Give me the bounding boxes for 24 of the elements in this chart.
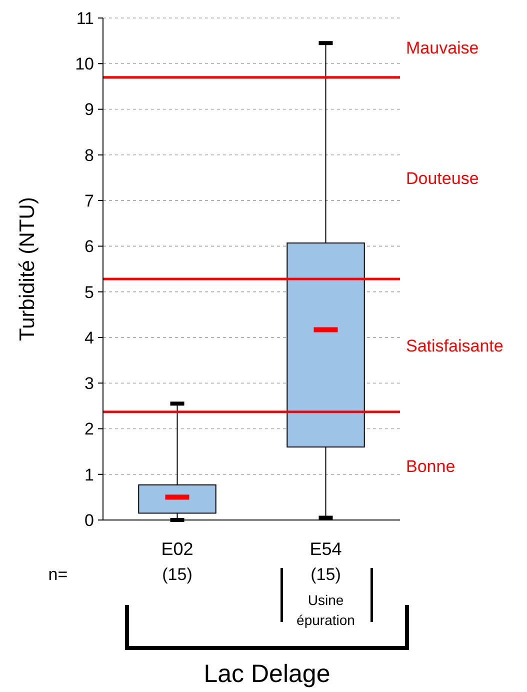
y-tick-label: 0	[84, 510, 94, 530]
y-tick-label: 6	[84, 237, 94, 256]
text: Satisfaisante	[406, 336, 504, 356]
text: Bonne	[406, 456, 456, 476]
text: Mauvaise	[406, 38, 479, 58]
y-tick-label: 5	[84, 282, 94, 302]
y-tick-label: 9	[84, 100, 94, 120]
y-tick-label: 11	[76, 8, 94, 28]
y-tick-label: 4	[84, 328, 94, 348]
x-axis-title: Lac Delage	[204, 660, 330, 688]
text: (15)	[162, 565, 192, 584]
text: n=	[48, 565, 68, 584]
y-tick-label: 1	[84, 465, 94, 484]
y-tick-label: 7	[84, 191, 94, 210]
y-tick-label: 10	[75, 54, 94, 74]
y-axis-title: Turbidité (NTU)	[16, 197, 39, 341]
y-tick-label: 3	[84, 374, 94, 394]
text: Usine épuration	[296, 592, 355, 628]
y-tick-label: 8	[84, 146, 94, 165]
text: Douteuse	[406, 169, 479, 188]
x-tick-label: E54	[310, 539, 342, 559]
x-tick-label: E02	[161, 539, 194, 559]
text: (15)	[310, 565, 341, 584]
y-tick-label: 2	[84, 420, 94, 439]
